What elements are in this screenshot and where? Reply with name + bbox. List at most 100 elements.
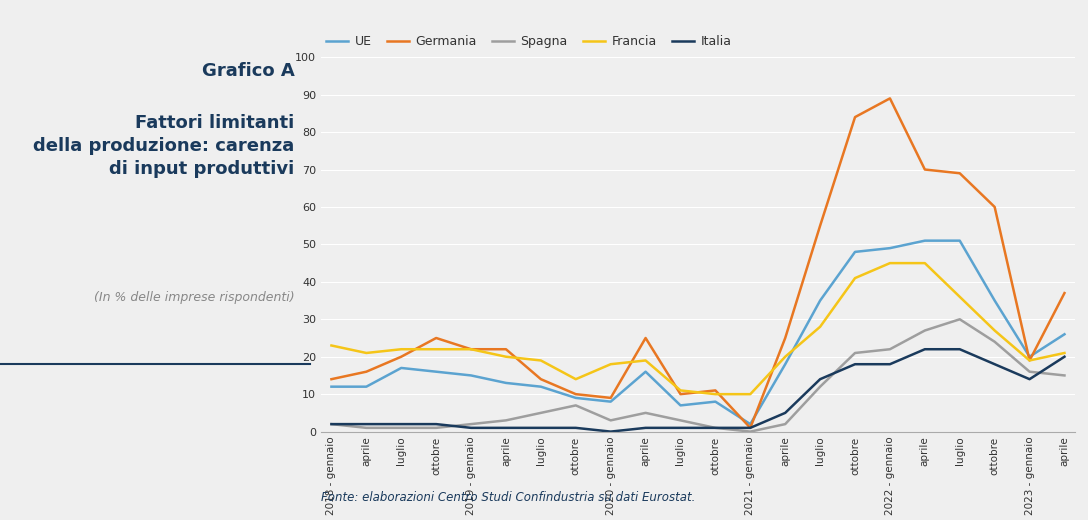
Germania — [709, 387, 722, 394]
Italia — [673, 425, 687, 431]
Germania — [604, 395, 617, 401]
Text: Fonte: elaborazioni Centro Studi Confindustria su dati Eurostat.: Fonte: elaborazioni Centro Studi Confind… — [321, 491, 695, 504]
Francia — [569, 376, 582, 382]
Italia — [569, 425, 582, 431]
Spagna — [918, 328, 931, 334]
Italia — [709, 425, 722, 431]
UE — [465, 372, 478, 379]
Francia — [814, 323, 827, 330]
Germania — [814, 223, 827, 229]
Francia — [395, 346, 408, 353]
Spagna — [465, 421, 478, 427]
Spagna — [709, 425, 722, 431]
Italia — [744, 425, 757, 431]
UE — [709, 398, 722, 405]
Spagna — [883, 346, 897, 353]
Spagna — [1023, 369, 1036, 375]
Francia — [639, 357, 652, 363]
Spagna — [430, 425, 443, 431]
UE — [499, 380, 512, 386]
Francia — [883, 260, 897, 266]
Germania — [569, 391, 582, 397]
Spagna — [360, 425, 373, 431]
Spagna — [849, 350, 862, 356]
UE — [604, 398, 617, 405]
Italia — [988, 361, 1001, 367]
Germania — [918, 166, 931, 173]
Francia — [849, 275, 862, 281]
Italia — [465, 425, 478, 431]
UE — [849, 249, 862, 255]
Spagna — [499, 417, 512, 423]
Text: Fattori limitanti
della produzione: carenza
di input produttivi: Fattori limitanti della produzione: care… — [34, 114, 295, 178]
Francia — [499, 354, 512, 360]
Line: UE: UE — [332, 241, 1064, 424]
UE — [953, 238, 966, 244]
UE — [779, 361, 792, 367]
UE — [918, 238, 931, 244]
Line: Spagna: Spagna — [332, 319, 1064, 432]
Francia — [918, 260, 931, 266]
Italia — [849, 361, 862, 367]
Francia — [673, 387, 687, 394]
UE — [430, 369, 443, 375]
Francia — [709, 391, 722, 397]
Italia — [639, 425, 652, 431]
Spagna — [569, 402, 582, 409]
Germania — [1058, 290, 1071, 296]
Spagna — [673, 417, 687, 423]
Francia — [360, 350, 373, 356]
Germania — [1023, 357, 1036, 363]
Spagna — [814, 384, 827, 390]
Text: Grafico A: Grafico A — [202, 62, 295, 81]
Italia — [604, 428, 617, 435]
UE — [395, 365, 408, 371]
UE — [673, 402, 687, 409]
Spagna — [1058, 372, 1071, 379]
Italia — [779, 410, 792, 416]
Italia — [360, 421, 373, 427]
UE — [360, 384, 373, 390]
Italia — [395, 421, 408, 427]
Germania — [534, 376, 547, 382]
UE — [534, 384, 547, 390]
UE — [744, 421, 757, 427]
Legend: UE, Germania, Spagna, Francia, Italia: UE, Germania, Spagna, Francia, Italia — [321, 31, 737, 54]
Germania — [849, 114, 862, 120]
Germania — [395, 354, 408, 360]
UE — [814, 297, 827, 304]
Text: (In % delle imprese rispondenti): (In % delle imprese rispondenti) — [94, 291, 295, 304]
Francia — [604, 361, 617, 367]
Francia — [953, 294, 966, 300]
Germania — [465, 346, 478, 353]
UE — [1023, 354, 1036, 360]
Francia — [1023, 357, 1036, 363]
Spagna — [604, 417, 617, 423]
Line: Germania: Germania — [332, 98, 1064, 428]
Francia — [779, 354, 792, 360]
Germania — [499, 346, 512, 353]
UE — [639, 369, 652, 375]
Spagna — [534, 410, 547, 416]
Italia — [1058, 354, 1071, 360]
Francia — [1058, 350, 1071, 356]
Spagna — [639, 410, 652, 416]
Italia — [430, 421, 443, 427]
Germania — [673, 391, 687, 397]
UE — [883, 245, 897, 251]
Francia — [744, 391, 757, 397]
Italia — [918, 346, 931, 353]
Spagna — [779, 421, 792, 427]
Francia — [430, 346, 443, 353]
Line: Italia: Italia — [332, 349, 1064, 432]
Italia — [814, 376, 827, 382]
Germania — [779, 335, 792, 341]
UE — [325, 384, 338, 390]
Germania — [883, 95, 897, 101]
Germania — [430, 335, 443, 341]
Italia — [1023, 376, 1036, 382]
Spagna — [988, 339, 1001, 345]
UE — [1058, 331, 1071, 337]
Italia — [953, 346, 966, 353]
Spagna — [744, 428, 757, 435]
